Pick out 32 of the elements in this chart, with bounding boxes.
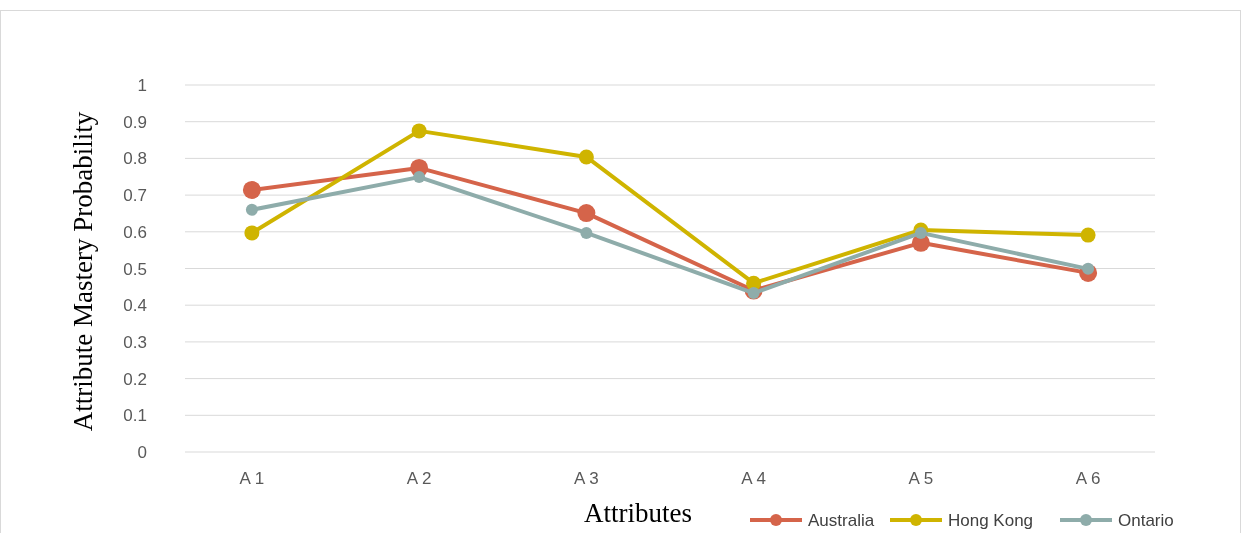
x-tick-label: A 1 [239,469,265,488]
point [411,123,427,139]
point [245,203,258,216]
point [914,226,927,239]
x-tick-label: A 4 [741,469,766,488]
y-tick-label: 0.5 [123,259,147,279]
y-axis-title: Attribute Mastery Probability [68,111,98,432]
x-axis-title: Attributes [584,498,692,528]
y-tick-label: 0.8 [123,149,147,169]
legend-label: Hong Kong [948,511,1034,530]
point [244,225,260,241]
point [413,171,426,184]
legend-label: Australia [808,511,875,530]
point [1080,227,1096,243]
x-tick-label: A 6 [1075,469,1101,488]
y-tick-label: 0.4 [123,296,147,316]
x-tick-label: A 2 [406,469,432,488]
point [577,204,596,223]
y-tick-label: 0.3 [123,332,147,352]
y-tick-label: 0.1 [123,406,147,426]
y-tick-label: 0.6 [123,222,147,242]
point [242,180,261,199]
y-tick-label: 0.7 [123,186,147,206]
y-tick-label: 1 [137,76,147,95]
x-tick-label: A 3 [574,469,599,488]
y-tick-label: 0.2 [123,369,147,389]
y-tick-label: 0 [137,443,147,462]
legend-label: Ontario [1118,511,1174,530]
y-tick-label: 0.9 [123,112,147,132]
x-tick-label: A 5 [908,469,934,488]
point [580,226,593,239]
point [578,149,594,165]
